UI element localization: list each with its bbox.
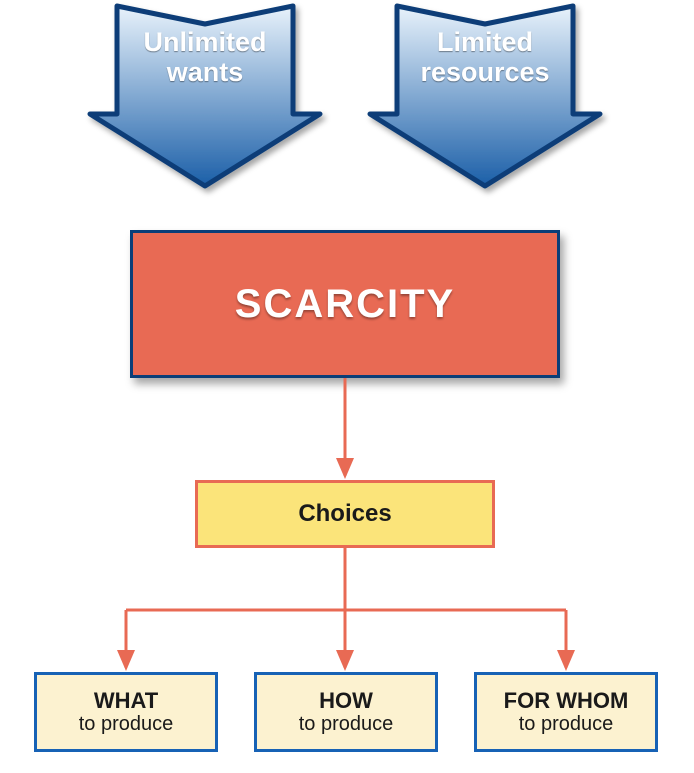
bottom-box-what-line1: WHAT (94, 688, 158, 713)
choices-label: Choices (298, 500, 391, 528)
connectors-layer (0, 0, 694, 773)
bottom-box-for-whom-line1: FOR WHOM (504, 688, 629, 713)
bottom-box-for-whom-line2: to produce (519, 713, 614, 736)
diagram-canvas: UnlimitedwantsLimitedresources SCARCITY … (0, 0, 694, 773)
bottom-box-how: HOWto produce (254, 672, 438, 752)
bottom-box-how-line2: to produce (299, 713, 394, 736)
choices-box: Choices (195, 480, 495, 548)
bottom-box-what-line2: to produce (79, 713, 174, 736)
bottom-box-for-whom: FOR WHOMto produce (474, 672, 658, 752)
bottom-box-what: WHATto produce (34, 672, 218, 752)
bottom-box-how-line1: HOW (319, 688, 373, 713)
